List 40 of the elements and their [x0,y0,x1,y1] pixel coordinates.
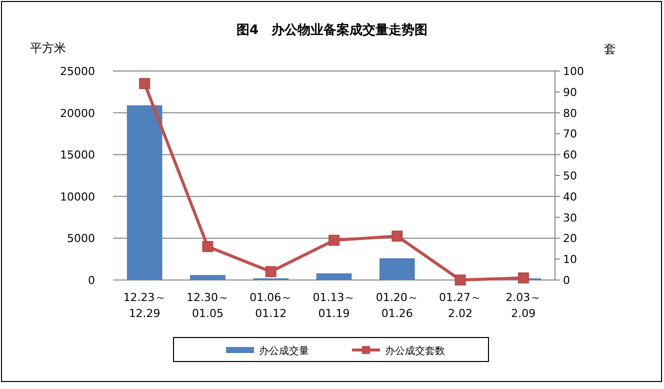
y2-tick-label: 30 [563,211,577,224]
x-tick-label: 01.06～01.12 [250,291,292,320]
y2-tick-label: 40 [563,190,577,204]
x-tick-label: 01.20～01.26 [376,291,418,320]
y-tick-label: 15000 [60,148,95,162]
bar [126,105,162,280]
chart-title: 图4 办公物业备案成交量走势图 [236,22,428,38]
point [202,241,214,252]
x-tick-label: 01.27～2.02 [439,291,482,320]
point [265,266,276,278]
x-tick-label: 2.03～2.09 [506,291,542,320]
y2-tick-label: 60 [563,148,577,162]
bar [379,258,415,280]
bar [316,273,352,280]
y2-tick-label: 20 [563,232,577,246]
y-tick-label: 5000 [67,232,95,246]
y2-axis-title: 套 [604,42,616,56]
legend-label: 办公成交量 [259,345,309,357]
y-axis-title: 平方米 [30,41,66,55]
y-tick-label: 10000 [60,190,95,204]
y2-tick-label: 0 [563,274,570,287]
legend-label: 办公成交套数 [385,345,445,357]
y-tick-label: 20000 [60,106,95,120]
bar [190,274,226,280]
point [139,78,150,90]
y-tick-label: 25000 [60,65,95,78]
x-tick-label: 12.23～12.29 [123,291,166,320]
point [328,234,340,246]
x-tick-label: 12.30～01.05 [186,291,229,320]
x-tick-label: 01.13～01.19 [312,291,356,320]
y-tick-label: 0 [88,274,95,287]
point [392,230,403,242]
y2-tick-label: 70 [563,128,577,141]
y2-tick-label: 10 [563,253,577,266]
y2-tick-label: 90 [563,86,577,99]
y2-tick-label: 80 [563,106,577,120]
point [518,272,529,284]
y2-tick-label: 100 [563,65,584,78]
y2-tick-label: 50 [563,170,577,182]
point [454,274,466,286]
